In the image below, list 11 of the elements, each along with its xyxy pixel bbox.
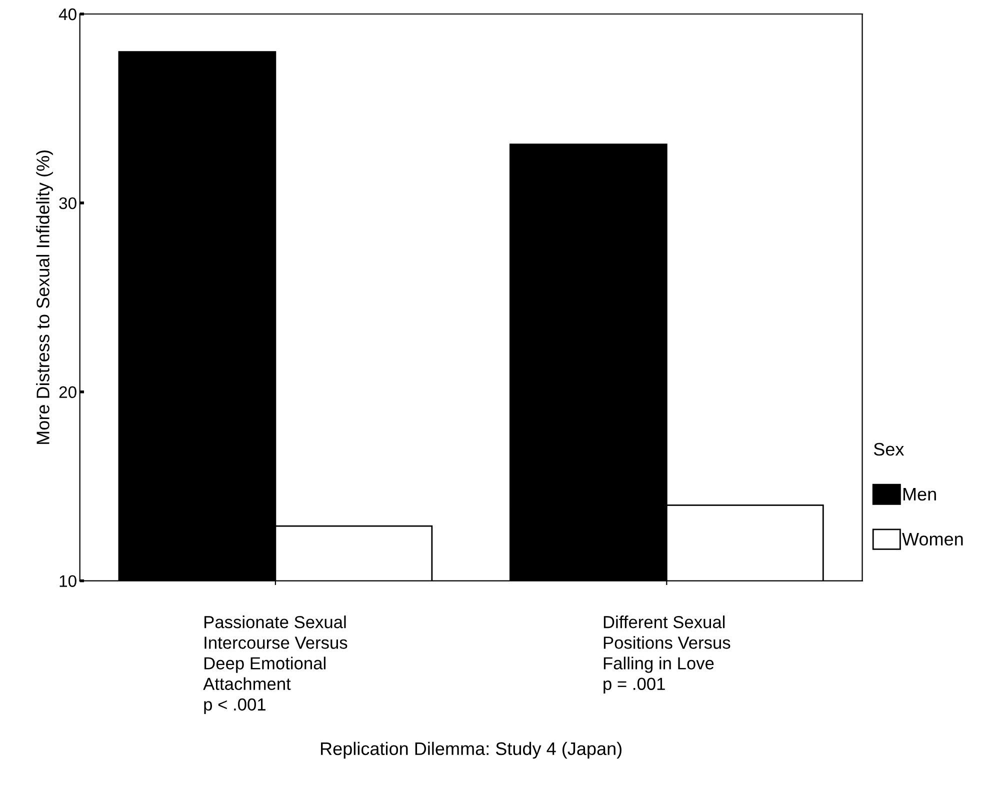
x-axis-title: Replication Dilemma: Study 4 (Japan) (321, 742, 622, 759)
y-tick-label: 30 (59, 197, 76, 210)
y-tick-label: 20 (59, 386, 76, 398)
y-tick-label: 40 (58, 8, 76, 20)
x-tick-label: Passionate Sexual Intercourse Versus Deep Emotional Attachment p < .001 (203, 616, 348, 714)
y-axis-title: More Distress to Sexual Infidelity (%) (36, 150, 53, 444)
y-tick-label: 10 (60, 575, 76, 588)
legend-label: Men (903, 488, 936, 501)
legend-label: Women (902, 532, 963, 546)
legend-title: Sex (874, 442, 904, 456)
x-tick-label: Different Sexual Positions Versus Falling in Love p = .001 (604, 616, 730, 694)
